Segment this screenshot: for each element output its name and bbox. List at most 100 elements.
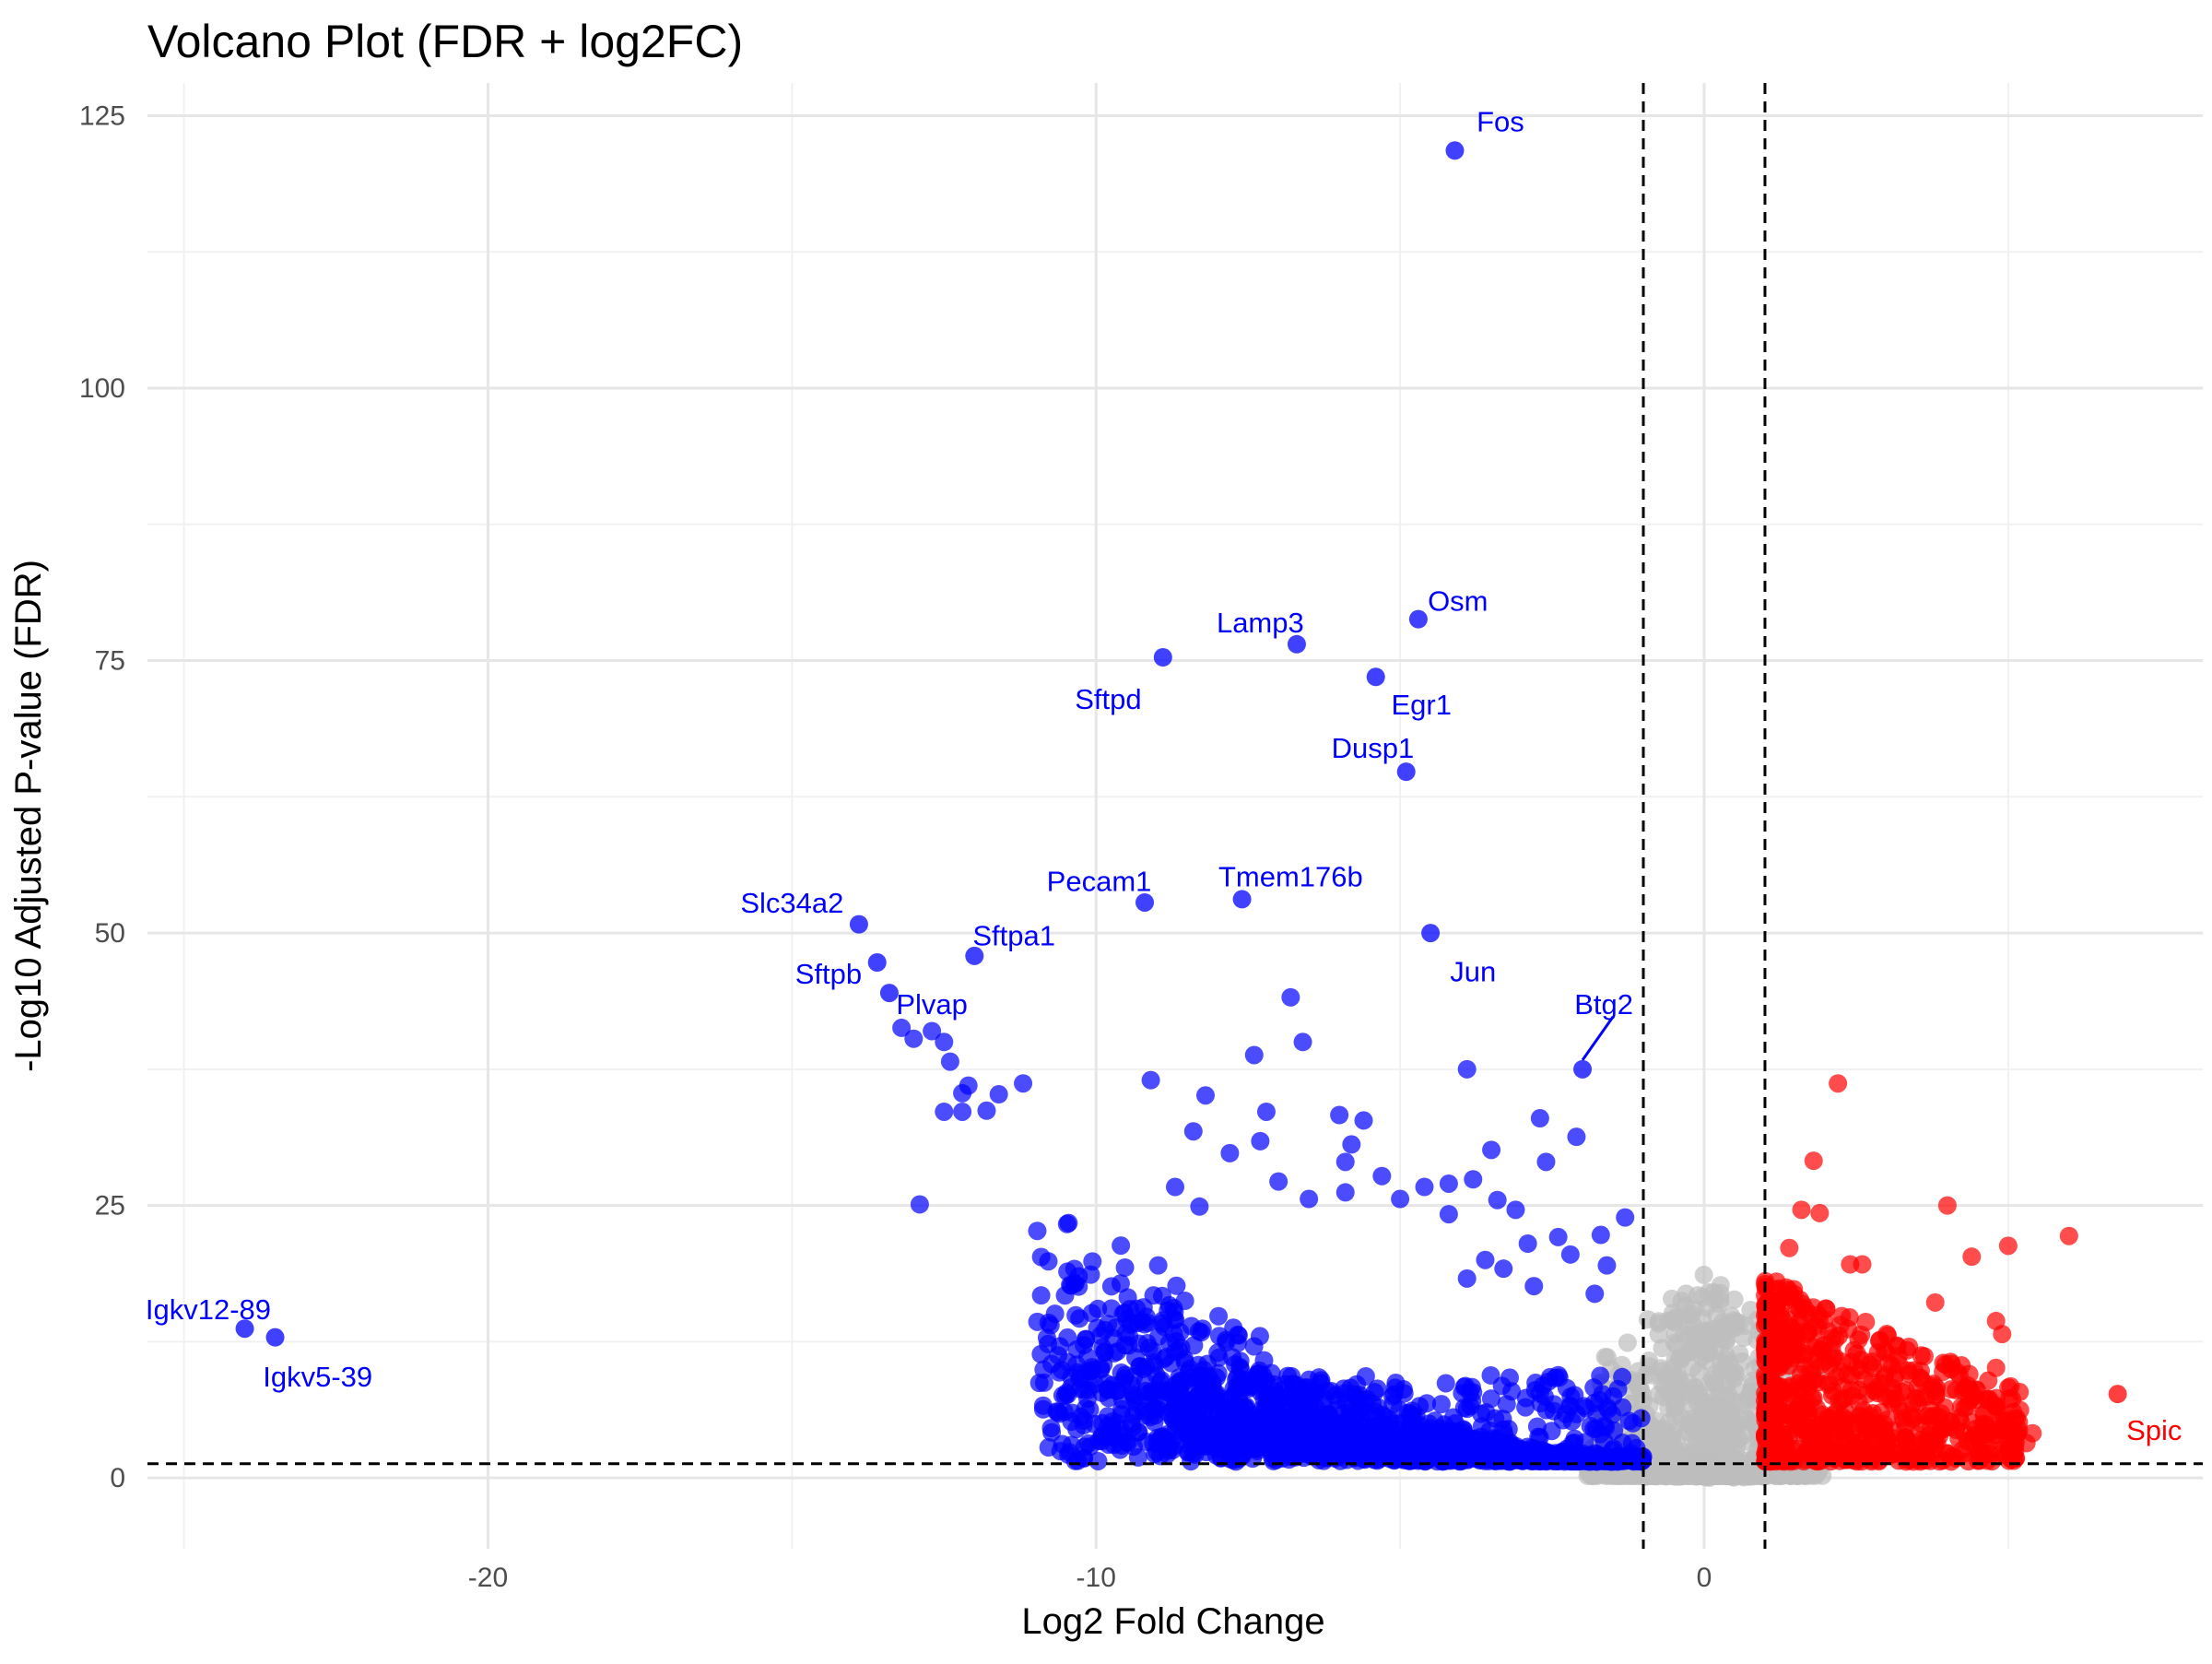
data-point-up — [1853, 1255, 1872, 1274]
gene-label: Spic — [2126, 1414, 2182, 1446]
data-point-down — [953, 1102, 972, 1121]
data-point-up — [1930, 1452, 1949, 1471]
data-point-down — [1250, 1327, 1269, 1346]
data-point-ns — [1638, 1310, 1657, 1329]
data-point-up — [1863, 1432, 1882, 1451]
data-point-labeled — [1573, 1059, 1593, 1079]
data-point-down — [1246, 1423, 1265, 1443]
data-point-up — [2023, 1423, 2042, 1443]
data-point-down — [1300, 1398, 1320, 1417]
data-point-down — [1171, 1386, 1190, 1405]
data-point-down — [1536, 1152, 1556, 1172]
threshold-lines — [147, 83, 2203, 1549]
gene-label: Egr1 — [1391, 689, 1451, 721]
data-point-down — [935, 1033, 954, 1052]
gene-label: Sftpd — [1075, 683, 1141, 715]
data-point-down — [1356, 1366, 1375, 1386]
data-point-down — [1618, 1449, 1637, 1469]
data-point-up — [1993, 1325, 2012, 1344]
data-point-ns — [1712, 1330, 1732, 1350]
data-point-down — [1222, 1403, 1241, 1422]
data-point-down — [1310, 1368, 1329, 1387]
data-point-down — [1175, 1352, 1194, 1372]
data-point-up — [1758, 1451, 1777, 1470]
data-point-up — [1971, 1442, 1990, 1461]
data-point-down — [1530, 1109, 1549, 1128]
data-point-down — [1164, 1324, 1183, 1343]
data-point-down — [1058, 1352, 1077, 1372]
data-point-down — [1209, 1306, 1229, 1326]
x-tick-label: -10 — [1077, 1563, 1116, 1593]
data-point-up — [1998, 1236, 2018, 1256]
data-point-up — [1812, 1451, 1831, 1470]
data-point-down — [1141, 1070, 1160, 1090]
data-point-down — [1128, 1422, 1147, 1442]
data-point-down — [1593, 1385, 1612, 1404]
data-point-down — [1192, 1323, 1211, 1342]
data-point-down — [1557, 1378, 1576, 1398]
data-point-up — [2001, 1376, 2020, 1396]
data-point-down — [1183, 1122, 1203, 1141]
data-point-down — [1248, 1441, 1267, 1460]
data-point-down — [1419, 1450, 1439, 1469]
data-point-down — [1436, 1374, 1455, 1393]
data-point-down — [1616, 1208, 1635, 1227]
data-point-down — [1068, 1451, 1088, 1470]
data-point-ns — [1726, 1318, 1746, 1338]
data-point-down — [1208, 1343, 1228, 1363]
x-axis-title: Log2 Fold Change — [1021, 1601, 1324, 1642]
gene-label: Igkv12-89 — [146, 1293, 271, 1326]
data-point-up — [1906, 1388, 1925, 1408]
data-point-ns — [1688, 1286, 1707, 1305]
data-point-labeled — [235, 1319, 254, 1339]
y-tick-label: 125 — [79, 100, 125, 131]
data-point-down — [1037, 1328, 1056, 1348]
data-point-down — [1077, 1329, 1096, 1349]
data-point-down — [1603, 1405, 1622, 1424]
data-point-down — [1269, 1172, 1288, 1191]
data-point-down — [1112, 1236, 1131, 1256]
data-point-down — [1613, 1367, 1632, 1387]
x-tick-label: 0 — [1697, 1563, 1712, 1593]
data-point-ns — [1700, 1434, 1720, 1454]
data-point-down — [1042, 1422, 1062, 1442]
data-point-down — [1071, 1364, 1090, 1384]
data-point-up — [1911, 1368, 1930, 1387]
data-point-down — [1226, 1355, 1245, 1375]
data-point-down — [1251, 1369, 1270, 1388]
gene-label: Osm — [1428, 585, 1488, 618]
data-point-up — [1898, 1340, 1917, 1360]
data-point-down — [1266, 1425, 1286, 1445]
data-point-up — [1792, 1200, 1811, 1220]
data-point-down — [1623, 1413, 1642, 1433]
data-point-labeled — [2108, 1385, 2127, 1404]
chart-title: Volcano Plot (FDR + log2FC) — [147, 16, 743, 67]
data-point-up — [1885, 1443, 1904, 1462]
data-point-down — [1197, 1430, 1217, 1449]
data-point-down — [1350, 1395, 1370, 1414]
y-axis-title: -Log10 Adjusted P-value (FDR) — [8, 560, 49, 1072]
data-point-down — [1281, 1447, 1300, 1467]
data-point-down — [1372, 1166, 1392, 1186]
data-point-down — [1127, 1393, 1147, 1412]
data-point-down — [1330, 1105, 1349, 1125]
data-point-down — [1227, 1370, 1246, 1389]
data-point-down — [910, 1195, 929, 1214]
data-point-up — [1806, 1351, 1825, 1370]
data-point-up — [1829, 1074, 1848, 1093]
data-point-up — [1833, 1407, 1853, 1426]
data-point-down — [1083, 1252, 1102, 1271]
data-point-ns — [1665, 1350, 1685, 1369]
data-point-up — [1773, 1287, 1793, 1306]
data-point-down — [1494, 1259, 1513, 1279]
data-point-ns — [1663, 1289, 1682, 1308]
data-point-up — [1883, 1421, 1902, 1440]
data-point-ns — [1724, 1290, 1744, 1309]
data-point-labeled — [879, 984, 899, 1003]
data-point-down — [1014, 1074, 1033, 1093]
data-point-down — [1111, 1274, 1130, 1293]
data-point-down — [1457, 1269, 1477, 1288]
data-point-down — [977, 1101, 996, 1120]
data-point-down — [1181, 1414, 1200, 1434]
